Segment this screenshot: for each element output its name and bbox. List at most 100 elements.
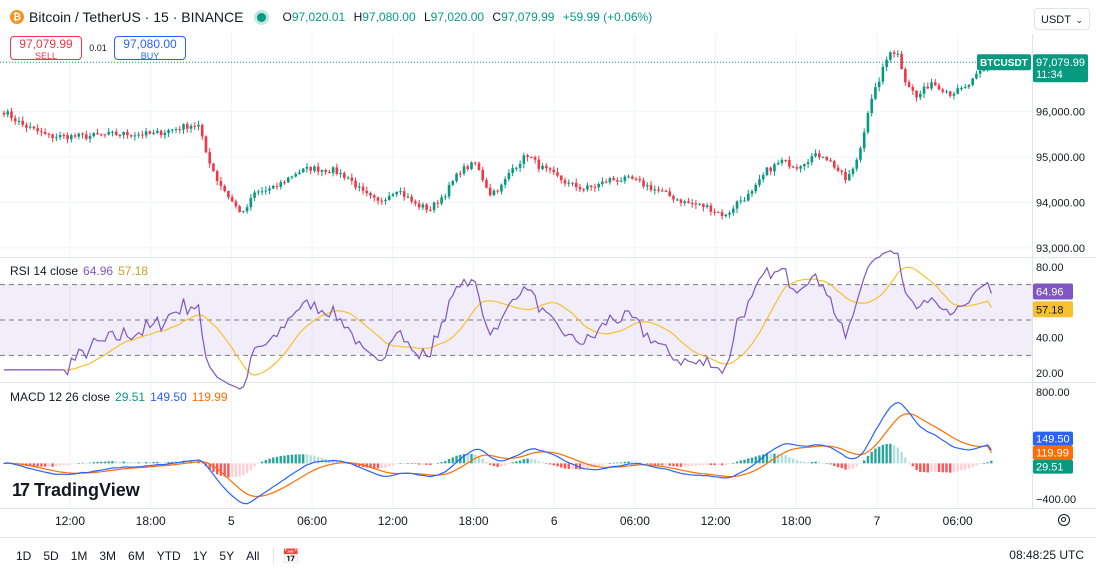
- macd-histogram-bar: [290, 454, 294, 464]
- candle-body: [724, 214, 728, 217]
- macd-histogram-bar: [503, 463, 507, 466]
- candle-body: [844, 171, 847, 181]
- range-5d[interactable]: 5D: [43, 549, 59, 563]
- candle-body: [96, 133, 99, 135]
- macd-histogram-bar: [545, 463, 548, 464]
- range-1m[interactable]: 1M: [70, 549, 88, 563]
- candle-body: [275, 185, 279, 187]
- macd-histogram-bar: [126, 461, 129, 464]
- candle-body: [795, 167, 799, 169]
- macd-histogram-bar: [331, 459, 335, 464]
- buy-button[interactable]: 97,080.00 BUY: [114, 36, 186, 61]
- macd-histogram-bar: [2, 463, 6, 464]
- range-5y[interactable]: 5Y: [219, 549, 235, 563]
- x-tick-label: 6: [551, 514, 558, 528]
- candle-body: [515, 167, 518, 169]
- macd-histogram-bar: [171, 461, 174, 464]
- high-key: H: [353, 10, 363, 24]
- macd-histogram-bar: [462, 453, 466, 464]
- candle-body: [25, 124, 28, 128]
- rsi-ma-value-tag-text: 57.18: [1036, 304, 1064, 316]
- macd-histogram-bar: [698, 463, 701, 466]
- candle-body: [432, 202, 436, 211]
- candle-body: [645, 185, 649, 187]
- candle-body: [552, 169, 556, 173]
- range-all[interactable]: All: [246, 549, 260, 563]
- candle-body: [530, 156, 533, 158]
- candle-body: [10, 111, 13, 119]
- macd-histogram-bar: [88, 462, 92, 464]
- calendar-icon[interactable]: 📅: [282, 547, 300, 564]
- range-3m[interactable]: 3M: [99, 549, 117, 563]
- macd-axis-label: −400.00: [1036, 494, 1076, 506]
- candle-body: [675, 199, 679, 201]
- macd-histogram-bar: [245, 463, 249, 474]
- macd-histogram-bar: [567, 463, 570, 469]
- rsi-legend[interactable]: RSI 14 close 64.96 57.18: [10, 264, 153, 278]
- candle-body: [70, 135, 73, 140]
- macd-histogram-bar: [51, 463, 54, 467]
- range-ytd[interactable]: YTD: [156, 549, 181, 563]
- candle-body: [174, 129, 178, 131]
- candle-body: [870, 98, 873, 114]
- candle-body: [526, 155, 529, 157]
- macd-legend[interactable]: MACD 12 26 close 29.51 149.50 119.99: [10, 390, 233, 404]
- macd-histogram-bar: [776, 453, 780, 464]
- candle-body: [290, 176, 294, 178]
- candle-body: [810, 156, 814, 163]
- candle-body: [298, 172, 301, 174]
- candle-body: [301, 168, 305, 173]
- macd-histogram-bar: [960, 463, 963, 471]
- macd-histogram-bar: [855, 463, 858, 467]
- candle-body: [376, 197, 380, 201]
- macd-histogram-bar: [537, 461, 541, 464]
- gear-icon[interactable]: [1058, 514, 1070, 526]
- x-tick-label: 7: [874, 514, 881, 528]
- macd-legend-value: 149.50: [150, 390, 187, 404]
- symbol-title[interactable]: ₿ Bitcoin / TetherUS · 15 · BINANCE: [10, 9, 243, 25]
- candle-body: [660, 190, 664, 192]
- candle-body: [915, 90, 918, 98]
- macd-histogram-bar: [870, 451, 873, 464]
- macd-histogram-bar: [877, 446, 881, 464]
- macd-histogram-bar: [182, 461, 185, 464]
- macd-axis-label: 800.00: [1036, 387, 1070, 399]
- utc-clock[interactable]: 08:48:25 UTC: [1009, 548, 1084, 562]
- candle-body: [346, 177, 350, 179]
- macd-histogram-bar: [406, 463, 410, 464]
- macd-histogram-bar: [930, 463, 933, 472]
- rsi-legend-name: RSI 14 close: [10, 264, 79, 278]
- rsi-axis-label: 20.00: [1036, 368, 1064, 380]
- macd-histogram-bar: [747, 458, 750, 464]
- macd-histogram-bar: [784, 455, 787, 464]
- candle-body: [111, 131, 114, 133]
- candle-body: [720, 212, 724, 217]
- x-tick-label: 06:00: [943, 514, 973, 528]
- currency-select[interactable]: USDT ⌄: [1034, 8, 1090, 30]
- macd-histogram-bar: [593, 463, 597, 468]
- macd-histogram-bar: [806, 462, 810, 464]
- bar-countdown: 11:34: [1036, 69, 1063, 81]
- symbol-tag-text: BTCUSDT: [980, 58, 1028, 69]
- low-value: 97,020.00: [430, 10, 485, 24]
- candle-body: [616, 180, 619, 182]
- macd-histogram-bar: [844, 463, 847, 470]
- macd-histogram-bar: [904, 457, 907, 464]
- candle-body: [73, 135, 77, 137]
- sell-button[interactable]: 97,079.99 SELL: [10, 36, 82, 61]
- macd-histogram-bar: [77, 463, 80, 464]
- last-price-tag: [1033, 54, 1088, 83]
- range-1y[interactable]: 1Y: [192, 549, 208, 563]
- macd-histogram-bar: [851, 463, 855, 469]
- candle-body: [406, 196, 410, 198]
- macd-histogram-bar: [238, 463, 241, 477]
- macd-histogram-bar: [963, 463, 967, 470]
- macd-histogram-bar: [653, 463, 656, 465]
- candle-body: [477, 163, 481, 170]
- candle-body: [28, 126, 32, 128]
- candle-body: [279, 182, 283, 187]
- range-1d[interactable]: 1D: [16, 549, 32, 563]
- range-6m[interactable]: 6M: [128, 549, 145, 563]
- macd-histogram-bar: [597, 463, 600, 466]
